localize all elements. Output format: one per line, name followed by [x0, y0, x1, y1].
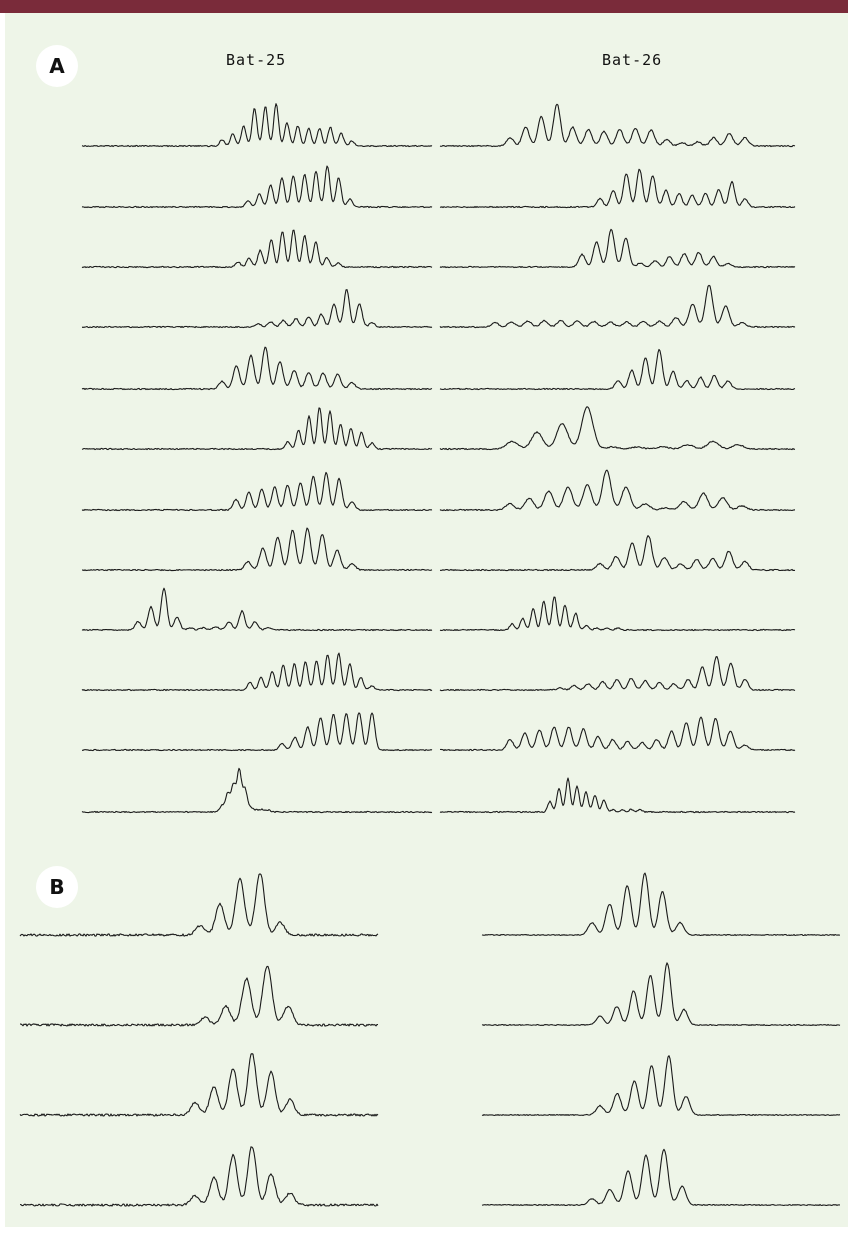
panel-b-label: B [36, 866, 78, 908]
panel-a-right-trace-2 [439, 168, 796, 209]
panel-b-right-trace-4 [481, 1148, 841, 1207]
panel-a-left-trace-1 [81, 103, 433, 148]
panel-b-left-trace-4 [19, 1146, 379, 1207]
panel-a-right-trace-12 [439, 777, 796, 814]
panel-a-right-trace-6 [439, 406, 796, 451]
panel-a-left-trace-8 [81, 527, 433, 572]
panel-b-left-trace-1 [19, 873, 379, 937]
panel-a-left-trace-12 [81, 767, 433, 814]
panel-a-left-trace-2 [81, 165, 433, 209]
panel-a-right-trace-8 [439, 535, 796, 572]
panel-a-left-trace-11 [81, 712, 433, 752]
panel-a-label: A [36, 45, 78, 87]
panel-a-right-trace-7 [439, 469, 796, 512]
top-rule [0, 0, 848, 13]
panel-a-left-trace-10 [81, 652, 433, 692]
panel-a-right-trace-1 [439, 103, 796, 148]
column-title-right: Bat-26 [602, 51, 663, 69]
panel-a-right-trace-10 [439, 656, 796, 692]
panel-a-right-trace-5 [439, 348, 796, 391]
panel-b-left-trace-2 [19, 965, 379, 1027]
panel-a-left-trace-6 [81, 407, 433, 451]
panel-a-left-trace-7 [81, 471, 433, 512]
panel-a-right-trace-3 [439, 228, 796, 269]
panel-a-left-trace-3 [81, 229, 433, 269]
panel-a-right-trace-9 [439, 596, 796, 632]
panel-a-right-trace-4 [439, 284, 796, 329]
panel-b-right-trace-3 [481, 1055, 841, 1117]
panel-b-left-trace-3 [19, 1053, 379, 1117]
panel-a-left-trace-4 [81, 289, 433, 329]
panel-a-right-trace-11 [439, 716, 796, 752]
panel-a-left-trace-5 [81, 346, 433, 391]
panel-b-right-trace-1 [481, 872, 841, 937]
panel-b-right-trace-2 [481, 962, 841, 1027]
panel-a-left-trace-9 [81, 587, 433, 632]
column-title-left: Bat-25 [226, 51, 287, 69]
